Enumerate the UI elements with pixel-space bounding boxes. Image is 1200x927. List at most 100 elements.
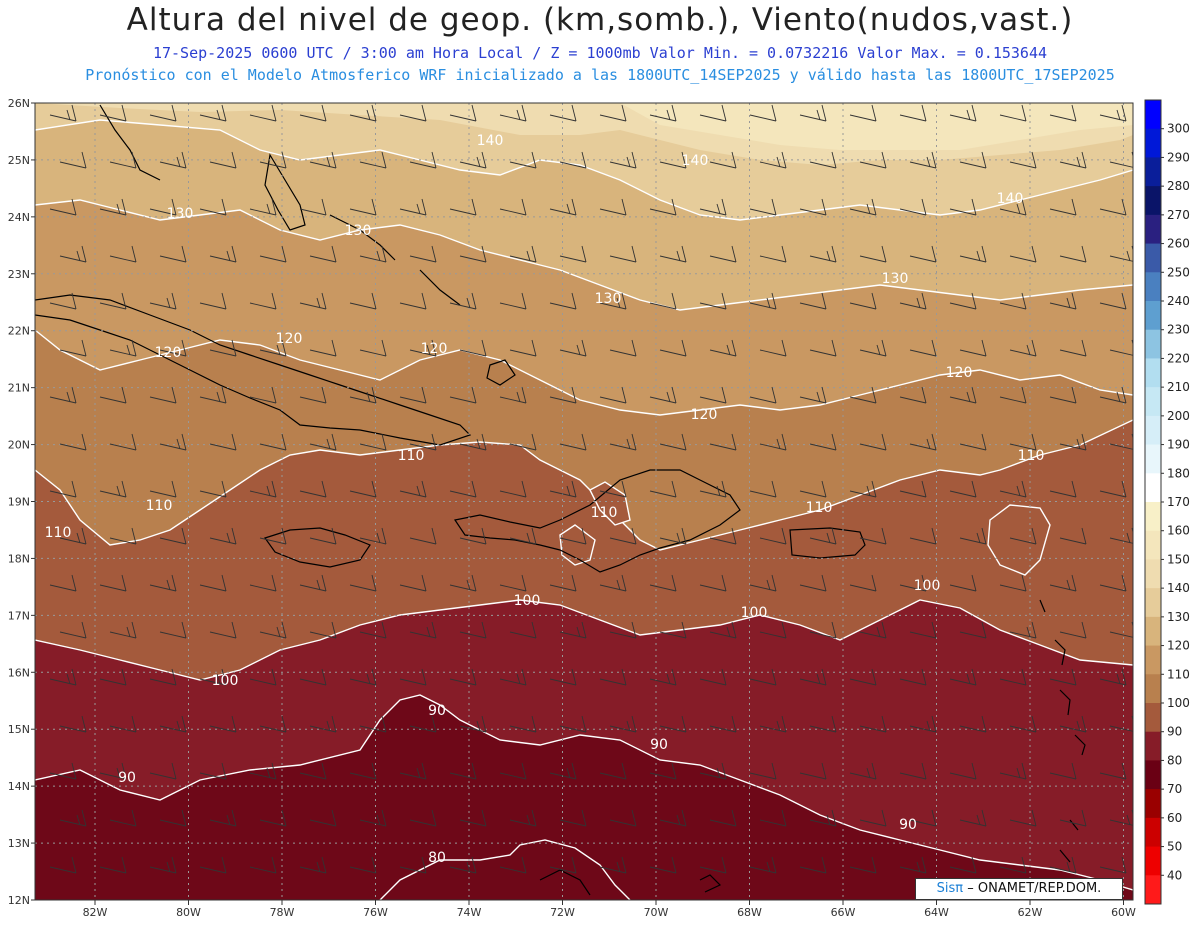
wind-barb	[109, 339, 137, 357]
colorbar-cell	[1145, 559, 1161, 589]
wind-barb	[849, 762, 877, 780]
wind-barb	[749, 292, 777, 310]
wind-barb	[509, 715, 537, 733]
wind-barb	[359, 715, 387, 733]
wind-barb	[49, 292, 77, 310]
contour-label: 110	[146, 498, 173, 514]
wind-barb	[149, 668, 177, 686]
credit-box: Sisπ – ONAMET/REP.DOM.	[915, 878, 1123, 900]
wind-barb	[609, 621, 637, 639]
wind-barb	[459, 809, 487, 827]
wind-barb	[859, 433, 887, 451]
wind-barb	[409, 715, 437, 733]
lat-label: 24N	[8, 211, 30, 224]
wind-barb	[959, 433, 987, 451]
contour-label: 110	[1018, 448, 1045, 464]
wind-barb	[1059, 715, 1087, 733]
wind-barb	[709, 621, 737, 639]
wind-barb	[1099, 762, 1127, 780]
colorbar-label: 200	[1167, 409, 1190, 423]
wind-barb	[649, 386, 677, 404]
wind-barb	[349, 386, 377, 404]
wind-barb	[309, 151, 337, 169]
colorbar-cell	[1145, 301, 1161, 331]
wind-barb	[499, 198, 527, 216]
colorbar-label: 230	[1167, 323, 1190, 337]
wind-barb	[849, 198, 877, 216]
wind-barb	[999, 198, 1027, 216]
wind-barb	[49, 856, 77, 874]
wind-barb	[199, 104, 227, 122]
wind-barb	[899, 574, 927, 592]
wind-barb	[1009, 433, 1037, 451]
wind-barb	[349, 856, 377, 874]
lon-label: 60W	[1111, 906, 1136, 919]
wind-barb	[309, 715, 337, 733]
latitude-labels: 26N 25N 24N 23N 22N 21N 20N 19N 18N 17N 16N 15N 14N 1…	[8, 97, 35, 907]
wind-barb	[899, 668, 927, 686]
wind-barb	[859, 245, 887, 263]
wind-barb	[299, 762, 327, 780]
wind-barb	[559, 621, 587, 639]
wind-barb	[299, 668, 327, 686]
wind-barb	[709, 433, 737, 451]
wind-barb	[899, 480, 927, 498]
colorbar-label: 220	[1167, 351, 1190, 365]
credit-brand: Sisπ	[936, 881, 964, 896]
wind-barb	[449, 480, 477, 498]
wind-barb	[299, 480, 327, 498]
wind-barb	[1009, 339, 1037, 357]
wind-barb	[599, 292, 627, 310]
wind-barb	[849, 668, 877, 686]
wind-barb	[149, 574, 177, 592]
wind-barb	[99, 762, 127, 780]
wind-barb	[599, 198, 627, 216]
wind-barbs	[49, 104, 1133, 874]
wind-barb	[509, 527, 537, 545]
wind-barb	[959, 621, 987, 639]
model-info-line: Pronóstico con el Modelo Atmosferico WRF…	[85, 66, 1115, 84]
wind-barb	[349, 292, 377, 310]
wind-barb	[459, 245, 487, 263]
wind-barb	[599, 762, 627, 780]
contour-label: 100	[914, 578, 941, 594]
lon-label: 82W	[83, 906, 108, 919]
wind-barb	[249, 386, 277, 404]
wind-barb	[549, 104, 577, 122]
colorbar-cell	[1145, 616, 1161, 647]
wind-barb	[1049, 668, 1077, 686]
wind-barb	[209, 621, 237, 639]
wind-barb	[499, 386, 527, 404]
wind-barb	[549, 292, 577, 310]
wind-barb	[749, 386, 777, 404]
wind-barb	[209, 433, 237, 451]
wind-barb	[349, 668, 377, 686]
lat-label: 25N	[8, 154, 30, 167]
wind-barb	[509, 339, 537, 357]
lat-label: 16N	[8, 666, 30, 679]
wind-barb	[59, 715, 87, 733]
colorbar-cell	[1145, 415, 1161, 446]
wind-barb	[499, 856, 527, 874]
wind-barb	[1059, 527, 1087, 545]
wind-barb	[609, 809, 637, 827]
wind-barb	[1049, 856, 1077, 874]
wind-barb	[1049, 480, 1077, 498]
wind-barb	[49, 668, 77, 686]
wind-barb	[1099, 386, 1127, 404]
colorbar-label: 160	[1167, 524, 1190, 538]
wind-barb	[199, 762, 227, 780]
wind-barb	[99, 668, 127, 686]
wind-barb	[999, 104, 1027, 122]
wind-barb	[609, 151, 637, 169]
wind-barb	[499, 292, 527, 310]
wind-barb	[799, 668, 827, 686]
lon-label: 72W	[550, 906, 575, 919]
colorbar-cell	[1145, 157, 1161, 187]
wind-barb	[959, 339, 987, 357]
wind-barb	[499, 762, 527, 780]
colorbar-cell	[1145, 789, 1161, 819]
wind-barb	[499, 574, 527, 592]
wind-barb	[649, 292, 677, 310]
wind-barb	[949, 480, 977, 498]
